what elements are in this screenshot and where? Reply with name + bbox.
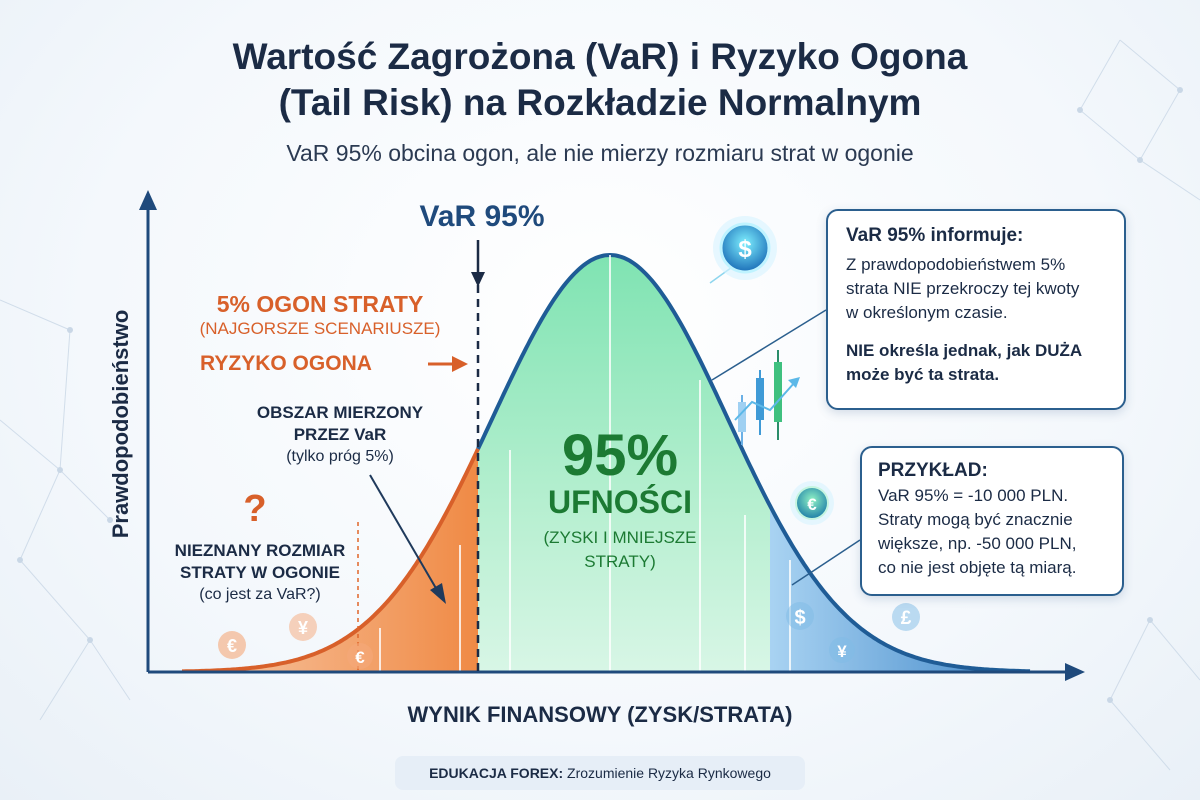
title-line-1: Wartość Zagrożona (VaR) i Ryzyko Ogona: [232, 36, 968, 77]
tail-risk-arrow-icon: [452, 356, 468, 372]
sparkle-lines: [379, 255, 791, 672]
unknown-line-2: STRATY W OGONIE: [180, 563, 340, 582]
dollar-coin-symbol: $: [738, 236, 752, 263]
footer: EDUKACJA FOREX: Zrozumienie Ryzyka Rynko…: [395, 756, 805, 790]
tail-risk-label: RYZYKO OGONA: [200, 352, 372, 375]
tail-curve: [182, 448, 480, 674]
measured-line-2: PRZEZ VaR: [293, 425, 387, 444]
confidence-sub-2: STRATY): [584, 552, 656, 571]
info-bold-1: NIE określa jednak, jak DUŻA: [846, 341, 1083, 360]
measured-arrow-icon: [430, 583, 446, 604]
tail-area: [182, 448, 478, 672]
question-mark-icon: ?: [243, 488, 267, 530]
tail-subtitle: (NAJGORSZE SCENARIUSZE): [199, 319, 441, 338]
y-axis-label: Prawdopodobieństwo: [108, 309, 133, 539]
info-line-3: w określonym czasie.: [846, 303, 1008, 322]
confidence-area: [478, 255, 770, 672]
info-line-2: strata NIE przekroczy tej kwoty: [846, 279, 1080, 298]
info-connector: [711, 309, 827, 381]
euro-icon-2: €: [355, 648, 365, 667]
confidence-sub-1: (ZYSKI I MNIEJSZE: [543, 528, 697, 547]
x-axis-arrow-icon: [1065, 663, 1085, 681]
pound-glow: [892, 603, 920, 631]
info-heading: VaR 95% informuje:: [846, 225, 1024, 246]
subtitle: VaR 95% obcina ogon, ale nie mierzy rozm…: [286, 140, 914, 166]
dollar-glow-2: [786, 602, 814, 630]
dollar-icon-2: $: [794, 607, 805, 629]
example-box: PRZYKŁAD: VaR 95% = -10 000 PLN. Straty …: [860, 446, 1124, 596]
yen-icon-1: ¥: [298, 618, 308, 638]
info-bold-2: może być ta strata.: [846, 365, 1000, 384]
var-info-box: VaR 95% informuje: Z prawdopodobieństwem…: [826, 209, 1126, 410]
page-title: Wartość Zagrożona (VaR) i Ryzyko Ogona (…: [0, 34, 1200, 126]
var-arrow-down-icon: [471, 272, 485, 287]
euro-coin-icon: €: [790, 481, 834, 525]
confidence-label: UFNOŚCI: [548, 484, 692, 520]
right-tail-area: [770, 505, 1030, 672]
euro-icon-1: €: [227, 636, 237, 656]
candlestick-icon: [734, 350, 800, 445]
var-label: VaR 95%: [419, 200, 545, 233]
euro-glow-2: [347, 643, 373, 669]
dollar-coin-icon: $: [713, 216, 777, 280]
measured-line-3: (tylko próg 5%): [286, 448, 394, 465]
yen-glow-1: [289, 613, 317, 641]
euro-coin-symbol: €: [807, 495, 817, 514]
example-line-3: większe, np. -50 000 PLN,: [878, 534, 1077, 553]
example-line-4: co nie jest objęte tą miarą.: [878, 558, 1077, 577]
footer-bold: EDUKACJA FOREX:: [429, 765, 564, 781]
measured-arrow-shaft: [369, 474, 438, 591]
unknown-line-1: NIEZNANY ROZMIAR: [174, 541, 346, 560]
euro-glow-1: [218, 631, 246, 659]
confidence-percent: 95%: [561, 423, 679, 488]
measured-line-1: OBSZAR MIERZONY: [256, 403, 424, 422]
x-axis-label: WYNIK FINANSOWY (ZYSK/STRATA): [407, 702, 793, 727]
pound-icon: £: [901, 608, 912, 629]
tail-title: 5% OGON STRATY: [216, 291, 424, 317]
info-line-1: Z prawdopodobieństwem 5%: [846, 255, 1066, 274]
example-line-1: VaR 95% = -10 000 PLN.: [878, 486, 1069, 505]
example-heading: PRZYKŁAD:: [878, 460, 988, 481]
example-connector: [791, 539, 861, 586]
bell-curve: [476, 252, 1031, 674]
yen-icon-2: ¥: [837, 642, 847, 661]
title-line-2: (Tail Risk) na Rozkładzie Normalnym: [278, 82, 922, 123]
unknown-line-3: (co jest za VaR?): [199, 586, 321, 603]
y-axis-arrow-icon: [139, 190, 157, 210]
example-line-2: Straty mogą być znacznie: [878, 510, 1073, 529]
yen-glow-2: [829, 637, 855, 663]
footer-text: Zrozumienie Ryzyka Rynkowego: [563, 765, 771, 781]
